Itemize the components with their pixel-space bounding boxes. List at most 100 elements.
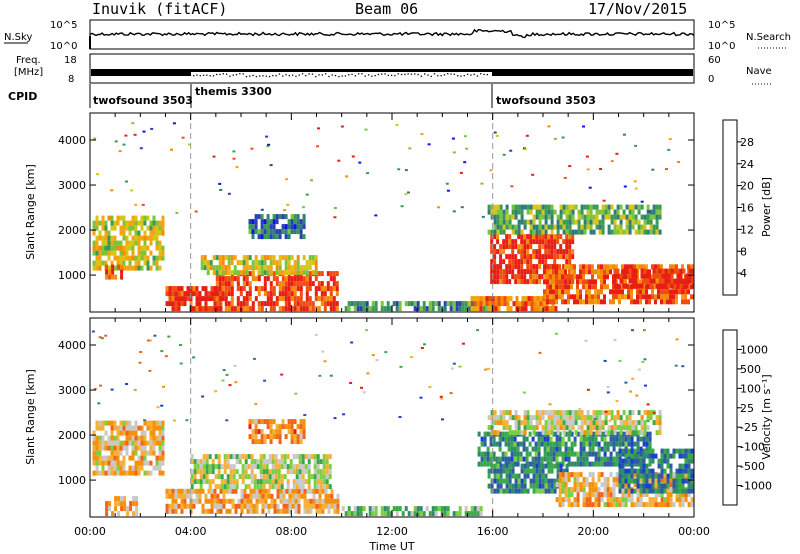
data-cell — [623, 185, 627, 188]
data-cell — [236, 270, 240, 276]
data-cell — [313, 484, 317, 490]
data-cell — [150, 127, 154, 130]
data-cell — [224, 255, 228, 261]
data-cell — [565, 468, 569, 474]
data-cell — [100, 337, 104, 340]
data-cell — [580, 430, 584, 436]
data-cell — [561, 502, 565, 508]
data-cell — [493, 224, 497, 230]
data-cell — [633, 458, 637, 464]
data-cell — [213, 291, 217, 297]
data-cell — [227, 301, 231, 307]
data-cell — [687, 488, 691, 494]
data-cell — [651, 473, 655, 479]
data-cell — [161, 430, 165, 436]
data-cell — [576, 274, 579, 280]
data-cell — [128, 425, 132, 431]
data-cell — [517, 279, 521, 285]
data-cell — [287, 291, 291, 297]
data-cell — [555, 497, 559, 503]
data-cell — [134, 435, 138, 441]
data-cell — [280, 474, 284, 480]
data-cell — [616, 209, 620, 215]
data-cell — [292, 454, 296, 460]
data-cell — [645, 453, 649, 459]
data-cell — [666, 299, 669, 305]
data-cell — [92, 455, 96, 461]
data-cell — [101, 225, 105, 231]
data-cell — [564, 431, 568, 437]
data-cell — [284, 296, 288, 302]
data-cell — [304, 469, 308, 475]
data-cell — [597, 274, 600, 280]
data-cell — [119, 440, 123, 446]
data-cell — [636, 289, 639, 295]
data-cell — [541, 214, 545, 220]
data-cell — [119, 465, 123, 471]
data-cell — [330, 488, 334, 494]
data-cell — [308, 265, 312, 271]
data-cell — [253, 357, 256, 360]
data-cell — [210, 493, 214, 499]
data-cell — [628, 268, 632, 274]
data-cell — [607, 229, 611, 235]
data-cell — [604, 209, 608, 215]
data-cell — [594, 269, 597, 275]
data-cell — [525, 456, 529, 462]
data-cell — [630, 468, 634, 474]
data-cell — [183, 291, 187, 297]
data-cell — [278, 291, 282, 297]
data-cell — [410, 356, 413, 359]
data-cell — [236, 286, 240, 292]
data-cell — [143, 230, 147, 236]
data-cell — [660, 448, 664, 454]
data-cell — [290, 265, 294, 271]
data-cell — [230, 276, 234, 282]
time-tick-label: 04:00 — [175, 525, 207, 538]
data-cell — [294, 498, 298, 504]
data-cell — [687, 458, 691, 464]
data-cell — [576, 472, 580, 478]
data-cell — [119, 430, 123, 436]
data-cell — [561, 436, 565, 442]
data-cell — [113, 235, 117, 241]
nave-dot — [262, 75, 264, 77]
data-cell — [122, 425, 126, 431]
data-cell — [143, 250, 147, 256]
data-cell — [538, 473, 542, 479]
data-cell — [271, 454, 275, 460]
data-cell — [107, 245, 111, 251]
data-cell — [427, 143, 431, 146]
data-cell — [152, 260, 156, 266]
data-cell — [624, 502, 628, 508]
data-cell — [204, 508, 208, 514]
data-cell — [615, 289, 618, 295]
data-cell — [128, 245, 132, 251]
data-cell — [245, 291, 249, 297]
data-cell — [467, 511, 471, 517]
data-cell — [351, 155, 355, 158]
data-cell — [204, 301, 208, 307]
data-cell — [628, 278, 632, 284]
data-cell — [137, 445, 141, 451]
data-cell — [535, 478, 539, 484]
data-cell — [505, 420, 509, 426]
data-cell — [658, 415, 662, 421]
data-cell — [473, 301, 477, 307]
data-cell — [517, 229, 521, 235]
data-cell — [293, 301, 297, 307]
data-cell — [116, 215, 120, 221]
data-cell — [549, 446, 553, 452]
data-cell — [580, 425, 584, 431]
data-cell — [677, 161, 681, 163]
data-cell — [639, 473, 643, 479]
data-cell — [496, 249, 500, 255]
data-cell — [133, 133, 137, 136]
data-cell — [399, 365, 403, 368]
nave-dot — [301, 73, 304, 75]
data-cell — [125, 235, 129, 241]
data-cell — [268, 459, 272, 465]
data-cell — [639, 477, 643, 483]
data-cell — [630, 492, 634, 498]
data-cell — [431, 511, 435, 517]
